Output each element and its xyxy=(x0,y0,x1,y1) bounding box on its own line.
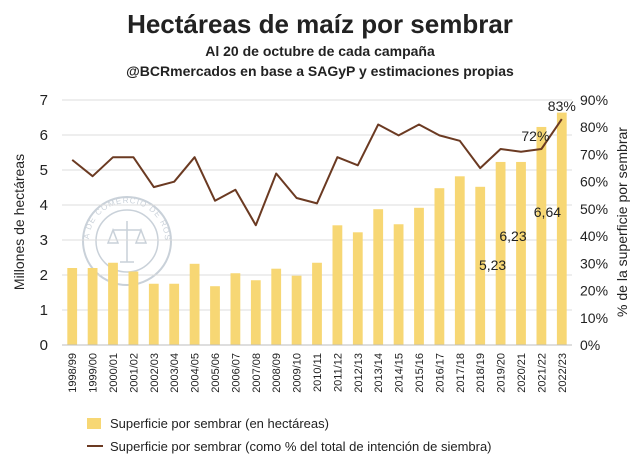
x-tick-label: 2001/02 xyxy=(128,353,140,393)
y-tick-label: 3 xyxy=(40,232,48,249)
x-tick-label: 2009/10 xyxy=(292,353,304,393)
x-tick-label: 2020/21 xyxy=(516,353,528,393)
x-tick-label: 2019/20 xyxy=(496,353,508,393)
x-tick-label: 2011/12 xyxy=(332,353,344,392)
data-label: 6,64 xyxy=(534,204,561,220)
x-tick-label: 2021/22 xyxy=(536,353,548,393)
bar xyxy=(394,224,404,345)
legend-label-bars: Superficie por sembrar (en hectáreas) xyxy=(110,416,329,431)
x-tick-label: 2016/17 xyxy=(434,353,446,393)
x-tick-label: 2000/01 xyxy=(108,353,120,393)
x-tick-label: 2002/03 xyxy=(149,353,161,393)
y-tick-label: 4 xyxy=(40,197,48,214)
x-tick-label: 2010/11 xyxy=(312,353,324,392)
legend-label-line: Superficie por sembrar (como % del total… xyxy=(110,439,492,454)
x-tick-label: 2015/16 xyxy=(414,353,426,393)
x-tick-label: 2022/23 xyxy=(557,353,569,393)
bar xyxy=(312,263,322,345)
chart-title: Hectáreas de maíz por sembrar xyxy=(127,9,513,39)
x-tick-label: 2004/05 xyxy=(190,353,202,393)
bar xyxy=(210,286,220,345)
data-label: 83% xyxy=(548,98,576,114)
y2-tick-label: 60% xyxy=(580,174,608,190)
bar xyxy=(435,188,445,345)
x-tick-label: 2005/06 xyxy=(210,353,222,393)
y-axis-title: Millones de hectáreas xyxy=(11,154,27,290)
bar xyxy=(88,268,98,345)
x-tick-label: 1999/00 xyxy=(88,353,100,393)
y2-tick-label: 10% xyxy=(580,310,608,326)
y2-axis-title: % de la superficie por sembrar xyxy=(614,127,630,317)
data-label: 6,23 xyxy=(499,228,526,244)
bar xyxy=(292,276,302,345)
y-tick-label: 1 xyxy=(40,302,48,319)
bar xyxy=(537,127,547,345)
bar xyxy=(414,208,424,345)
bar xyxy=(108,263,118,345)
y-tick-label: 5 xyxy=(40,162,48,179)
x-tick-label: 2008/09 xyxy=(271,353,283,393)
chart-subtitle: Al 20 de octubre de cada campaña xyxy=(205,43,435,59)
x-tick-label: 2006/07 xyxy=(230,353,242,393)
legend-swatch-bars xyxy=(87,418,101,429)
x-tick-label: 2012/13 xyxy=(353,353,365,393)
bar xyxy=(271,269,281,345)
y2-tick-label: 0% xyxy=(580,337,600,353)
x-tick-label: 2014/15 xyxy=(394,353,406,393)
bar xyxy=(67,268,77,345)
bar xyxy=(373,209,383,345)
bar xyxy=(557,113,567,345)
bar xyxy=(455,176,465,345)
bar xyxy=(353,232,363,345)
y2-tick-label: 90% xyxy=(580,92,608,108)
x-tick-label: 2018/19 xyxy=(475,353,487,393)
bar xyxy=(251,280,261,345)
bar xyxy=(190,264,200,345)
x-tick-label: 2017/18 xyxy=(455,353,467,393)
y2-tick-label: 50% xyxy=(580,201,608,217)
chart-source: @BCRmercados en base a SAGyP y estimacio… xyxy=(126,63,514,79)
x-tick-label: 2013/14 xyxy=(373,353,385,393)
bar xyxy=(516,162,526,345)
y2-tick-label: 30% xyxy=(580,255,608,271)
bar xyxy=(231,273,241,345)
bar xyxy=(496,162,506,345)
y2-tick-label: 20% xyxy=(580,283,608,299)
x-tick-label: 2003/04 xyxy=(169,353,181,393)
y-tick-label: 6 xyxy=(40,127,48,144)
y2-tick-label: 80% xyxy=(580,119,608,135)
bar xyxy=(129,272,139,346)
bar xyxy=(149,284,159,345)
x-tick-label: 2007/08 xyxy=(251,353,263,393)
data-label: 72% xyxy=(521,128,549,144)
y-tick-label: 0 xyxy=(40,337,48,354)
y2-tick-label: 70% xyxy=(580,146,608,162)
bar xyxy=(333,225,343,345)
y-tick-label: 7 xyxy=(40,92,48,109)
y-tick-label: 2 xyxy=(40,267,48,284)
y2-tick-label: 40% xyxy=(580,228,608,244)
x-tick-label: 1998/99 xyxy=(67,353,79,393)
data-label: 5,23 xyxy=(479,257,506,273)
bar xyxy=(169,284,179,345)
